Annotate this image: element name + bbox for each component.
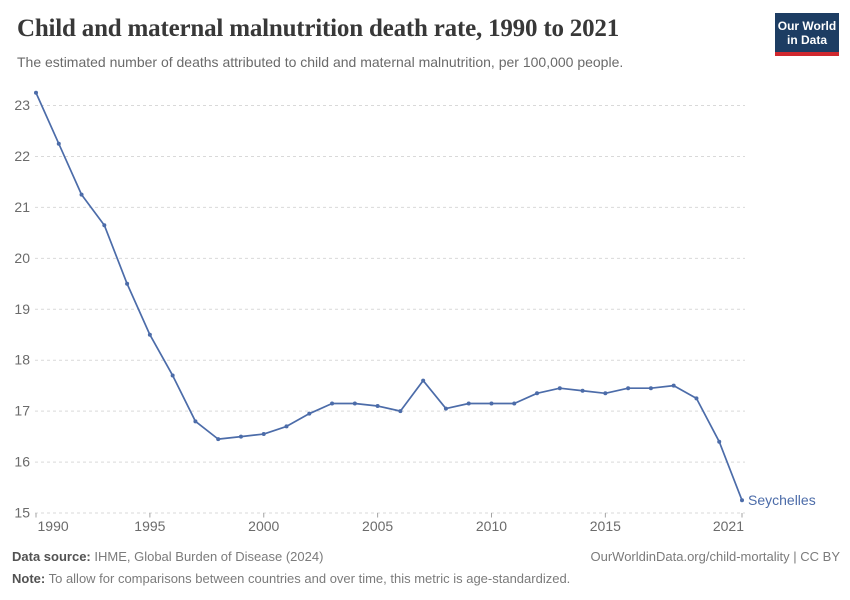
data-point xyxy=(102,223,107,228)
x-axis-label: 2005 xyxy=(362,518,393,534)
y-axis-label: 18 xyxy=(14,352,30,368)
y-axis-label: 20 xyxy=(14,250,30,266)
data-source-value: IHME, Global Burden of Disease (2024) xyxy=(90,549,324,564)
data-point xyxy=(489,401,494,406)
data-point xyxy=(603,391,608,396)
footer-sources-row: Data source: IHME, Global Burden of Dise… xyxy=(12,549,840,565)
chart-subtitle: The estimated number of deaths attribute… xyxy=(17,54,624,70)
y-axis-label: 17 xyxy=(14,403,30,419)
data-point xyxy=(466,401,471,406)
x-axis-label: 2010 xyxy=(476,518,507,534)
page-title: Child and maternal malnutrition death ra… xyxy=(17,15,619,42)
y-axis-label: 22 xyxy=(14,148,30,164)
data-point xyxy=(740,498,744,503)
data-point xyxy=(170,373,175,378)
data-point xyxy=(125,281,130,286)
data-source-label: Data source: xyxy=(12,549,91,564)
x-axis-label: 2000 xyxy=(248,518,279,534)
owid-logo[interactable]: Our World in Data xyxy=(775,13,839,56)
series-line xyxy=(35,91,743,502)
y-axis-label: 21 xyxy=(14,199,30,215)
data-point xyxy=(79,192,84,197)
x-axis-label: 2021 xyxy=(713,518,744,534)
data-point xyxy=(398,409,403,414)
data-point xyxy=(671,383,676,388)
data-point xyxy=(648,386,653,391)
data-point xyxy=(193,419,198,424)
owid-logo-line2: in Data xyxy=(786,33,827,47)
data-point xyxy=(307,411,312,416)
owid-logo-line1: Our World xyxy=(777,19,837,33)
x-axis-label: 1995 xyxy=(134,518,165,534)
x-axis-label: 2015 xyxy=(590,518,621,534)
data-point xyxy=(352,401,357,406)
data-point xyxy=(330,401,335,406)
x-axis-label: 1990 xyxy=(38,518,69,534)
data-point xyxy=(535,391,540,396)
data-point xyxy=(238,434,243,439)
data-point xyxy=(34,90,38,95)
y-axis-label: 15 xyxy=(14,505,30,521)
data-point xyxy=(443,406,448,411)
y-axis-label: 19 xyxy=(14,301,30,317)
data-point xyxy=(261,432,266,437)
data-point xyxy=(375,404,380,409)
data-point xyxy=(512,401,517,406)
data-point xyxy=(557,386,562,391)
data-point xyxy=(56,141,61,146)
y-axis-label: 16 xyxy=(14,454,30,470)
data-point xyxy=(147,332,152,337)
series-label: Seychelles xyxy=(748,492,816,508)
note-value: To allow for comparisons between countri… xyxy=(45,571,571,586)
data-source-text: Data source: IHME, Global Burden of Dise… xyxy=(12,549,323,565)
data-point xyxy=(626,386,631,391)
data-point xyxy=(216,437,221,442)
note-label: Note: xyxy=(12,571,46,586)
data-point xyxy=(284,424,289,429)
data-point xyxy=(694,396,699,401)
data-point xyxy=(580,388,585,393)
owid-url-link[interactable]: OurWorldinData.org/child-mortality | CC … xyxy=(590,549,841,564)
data-point xyxy=(421,378,426,383)
y-axis-label: 23 xyxy=(14,97,30,113)
footer-note: Note: To allow for comparisons between c… xyxy=(12,571,840,587)
data-point xyxy=(717,439,722,444)
